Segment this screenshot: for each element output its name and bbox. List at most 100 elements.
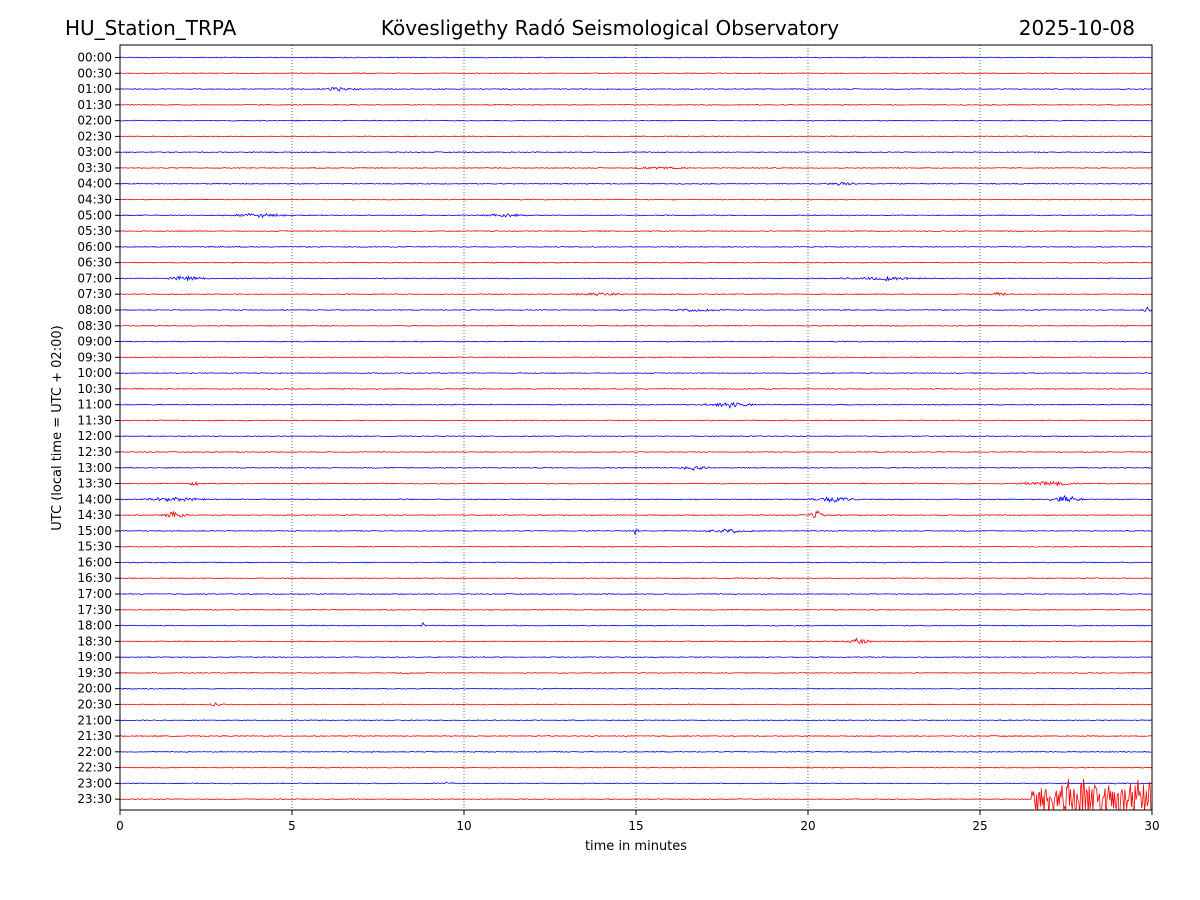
trace-1600 (120, 561, 1152, 564)
date-title: 2025-10-08 (1019, 16, 1135, 40)
trace-1930 (120, 671, 1152, 675)
trace-2000 (120, 687, 1152, 690)
plot-frame (119, 44, 1153, 811)
x-axis-ticks: 0 5 10 15 20 25 30 (116, 810, 1160, 833)
trace-group (120, 56, 1152, 810)
trace-0500 (120, 212, 1152, 219)
y-tick-label: 13:30 (77, 477, 112, 491)
trace-0530 (120, 230, 1152, 233)
y-tick-label: 19:30 (77, 666, 112, 680)
y-tick-label: 14:30 (77, 508, 112, 522)
y-tick-label: 15:00 (77, 524, 112, 538)
y-tick-label: 12:00 (77, 429, 112, 443)
y-tick-label: 20:30 (77, 697, 112, 711)
x-tick-label: 10 (456, 819, 471, 833)
trace-2230 (120, 766, 1152, 769)
trace-1900 (120, 656, 1152, 659)
y-tick-label: 23:00 (77, 776, 112, 790)
x-tick-label: 30 (1144, 819, 1159, 833)
trace-1400 (120, 494, 1152, 503)
trace-2030 (120, 702, 1152, 707)
y-tick-label: 03:00 (77, 145, 112, 159)
y-tick-label: 16:00 (77, 555, 112, 569)
y-tick-label: 21:00 (77, 713, 112, 727)
trace-1300 (120, 466, 1152, 472)
y-tick-label: 22:30 (77, 761, 112, 775)
trace-1430 (120, 510, 1152, 518)
y-tick-label: 07:00 (77, 271, 112, 285)
y-tick-label: 04:00 (77, 177, 112, 191)
x-tick-label: 25 (972, 819, 987, 833)
trace-0200 (120, 119, 1152, 122)
x-tick-label: 20 (800, 819, 815, 833)
trace-0130 (120, 103, 1152, 106)
y-tick-label: 09:00 (77, 335, 112, 349)
x-tick-label: 15 (628, 819, 643, 833)
y-tick-label: 12:30 (77, 445, 112, 459)
y-tick-label: 06:30 (77, 256, 112, 270)
y-tick-label: 16:30 (77, 571, 112, 585)
y-tick-label: 21:30 (77, 729, 112, 743)
trace-0930 (120, 356, 1152, 359)
trace-1500 (120, 528, 1152, 536)
y-tick-label: 00:30 (77, 66, 112, 80)
trace-0330 (120, 166, 1152, 170)
station-title: HU_Station_TRPA (65, 16, 237, 40)
trace-0230 (120, 135, 1152, 138)
trace-1200 (120, 435, 1152, 438)
y-tick-label: 10:00 (77, 366, 112, 380)
trace-0030 (120, 72, 1152, 75)
y-tick-label: 03:30 (77, 161, 112, 175)
trace-1100 (120, 401, 1152, 410)
y-tick-label: 20:00 (77, 682, 112, 696)
y-tick-label: 14:00 (77, 492, 112, 506)
x-tick-label: 5 (288, 819, 296, 833)
trace-1800 (120, 621, 1152, 627)
y-tick-label: 15:30 (77, 540, 112, 554)
trace-2100 (120, 719, 1152, 722)
y-tick-label: 17:30 (77, 603, 112, 617)
y-tick-label: 13:00 (77, 461, 112, 475)
trace-1330 (120, 480, 1152, 488)
y-tick-label: 01:30 (77, 98, 112, 112)
trace-1830 (120, 637, 1152, 645)
trace-2130 (120, 735, 1152, 738)
trace-0830 (120, 324, 1152, 327)
trace-0630 (120, 261, 1152, 264)
trace-1000 (120, 372, 1152, 375)
y-tick-label: 08:30 (77, 319, 112, 333)
y-tick-label: 23:30 (77, 792, 112, 806)
trace-0100 (120, 87, 1152, 92)
trace-0900 (120, 340, 1152, 343)
x-axis-label: time in minutes (585, 839, 687, 854)
y-tick-label: 18:00 (77, 619, 112, 633)
y-tick-label: 04:30 (77, 193, 112, 207)
trace-0300 (120, 151, 1152, 154)
y-tick-label: 11:30 (77, 413, 112, 427)
y-tick-label: 19:00 (77, 650, 112, 664)
trace-2300 (120, 781, 1152, 785)
y-tick-label: 06:00 (77, 240, 112, 254)
trace-0730 (120, 291, 1152, 297)
trace-1130 (120, 419, 1152, 422)
trace-1630 (120, 577, 1152, 580)
trace-2330 (120, 779, 1152, 810)
trace-0700 (120, 275, 1152, 282)
trace-1230 (120, 450, 1152, 454)
trace-1530 (120, 545, 1152, 548)
y-tick-label: 01:00 (77, 82, 112, 96)
y-axis-label: UTC (local time = UTC + 02:00) (50, 325, 65, 530)
x-tick-label: 0 (116, 819, 124, 833)
y-tick-label: 05:30 (77, 224, 112, 238)
y-tick-label: 02:30 (77, 129, 112, 143)
trace-0400 (120, 181, 1152, 186)
y-tick-label: 08:00 (77, 303, 112, 317)
y-tick-label: 18:30 (77, 634, 112, 648)
trace-1700 (120, 593, 1152, 596)
trace-0600 (120, 245, 1152, 248)
y-tick-label: 02:00 (77, 114, 112, 128)
y-tick-label: 09:30 (77, 350, 112, 364)
y-tick-label: 00:00 (77, 51, 112, 65)
